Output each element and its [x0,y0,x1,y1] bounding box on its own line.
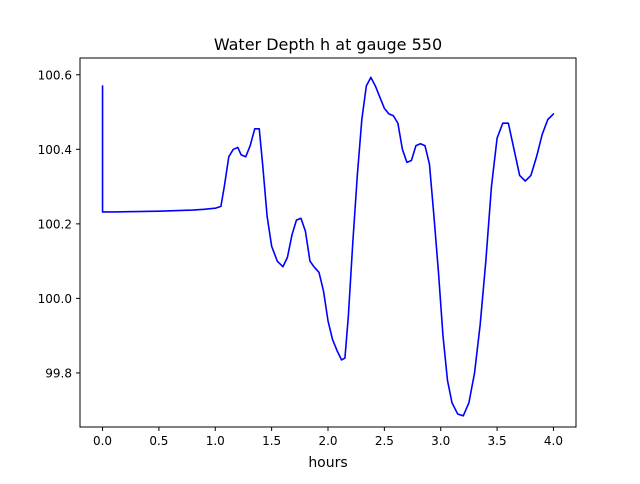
y-tick-label: 100.6 [38,68,72,82]
y-tick-label: 100.2 [38,217,72,231]
x-tick-label: 1.5 [262,434,281,448]
plot-layer [101,76,555,417]
x-tick-label: 0.0 [93,434,112,448]
y-tick-label: 99.8 [45,366,72,380]
x-tick-label: 3.0 [431,434,450,448]
y-tick-label: 100.0 [38,292,72,306]
x-tick-label: 4.0 [544,434,563,448]
x-tick-label: 0.5 [149,434,168,448]
chart-title: Water Depth h at gauge 550 [214,35,442,54]
x-tick-label: 1.0 [206,434,225,448]
x-axis-label: hours [308,455,347,471]
series-line-0 [101,76,555,417]
y-tick-label: 100.4 [38,143,72,157]
x-tick-label: 3.5 [488,434,507,448]
x-tick-label: 2.5 [375,434,394,448]
axes-layer: 0.0 0.5 1.0 1.5 2.0 2.5 3.0 3.5 4.0 99.8 100.0 100.… [38,57,577,448]
x-tick-label: 2.0 [318,434,337,448]
